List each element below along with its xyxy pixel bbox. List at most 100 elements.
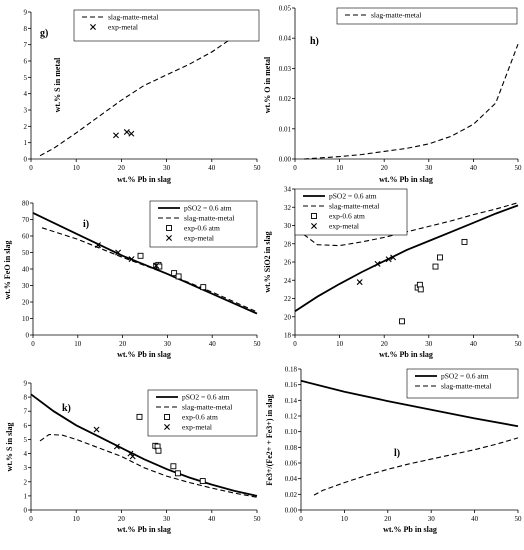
chart-panel-2: 0 10 20 30 40 50 0.00 0.01 0.02 0.03 0.04 0.05 wt.% … [263,5,522,185]
y-tick-label: 0.02 [285,491,298,499]
chart-panel-5: 0 10 20 30 40 50 0 1 2 3 4 5 6 7 8 9 wt.% Pb in slag wt.%… [5,380,261,535]
x-tick-label: 20 [384,515,392,523]
x-tick-label: 30 [425,164,433,172]
y-tick-label: 4 [24,450,28,458]
y-tick-label: 1 [24,139,28,147]
data-point-x [385,256,392,263]
legend-label: pSO2 = 0.6 atm [441,372,489,381]
x-axis-label: wt.% Pb in slag [379,350,433,359]
legend-label: exp-0.6 atm [329,212,365,221]
y-tick-label: 0 [26,332,30,340]
legend-label: exp-0.6 atm [184,224,220,233]
data-point-square [155,447,162,454]
legend-swatch [311,223,317,229]
y-tick-label: 6 [24,422,28,430]
y-tick-label: 0.03 [279,65,292,73]
data-point-square [432,263,439,270]
y-tick-label: 0.12 [285,413,298,421]
y-tick-label: 8 [24,25,28,33]
legend-swatch [311,213,317,219]
x-tick-label: 30 [425,340,433,348]
x-tick-label: 50 [254,515,262,523]
legend-box [406,368,519,399]
legend-label: pSO2 = 0.6 atm [329,192,377,201]
data-point-square [399,318,405,325]
y-tick-label: 18 [284,332,292,340]
legend-swatch [166,235,172,241]
data-point-x [128,130,135,137]
legend-swatch [164,414,170,420]
y-tick-label: 0.08 [285,444,298,452]
legend-label: slag-matte-metal [108,13,158,22]
x-tick-label: 30 [163,515,171,523]
x-tick-label: 10 [73,164,81,172]
y-axis-label: wt.% S in metal [53,57,62,112]
y-tick-label: 10 [22,315,30,323]
y-tick-label: 4 [24,90,28,98]
data-point-square [136,413,143,420]
x-tick-label: 0 [299,515,303,523]
x-tick-label: 20 [119,340,127,348]
data-point-square [461,238,468,245]
legend-swatch [90,24,96,30]
chart-panel-4: 0 10 20 30 40 50 18 20 22 24 26 28 30 32 34 wt.% Pb in … [263,186,522,360]
data-point-x [115,249,122,256]
data-point-x [113,443,120,450]
x-tick-label: 0 [31,340,35,348]
y-tick-label: 50 [22,249,30,257]
x-tick-label: 40 [208,164,216,172]
legend-label: slag-matte-metal [182,403,232,412]
x-tick-label: 50 [254,340,262,348]
x-axis-label: wt.% Pb in slag [117,525,171,534]
x-tick-label: 20 [381,164,389,172]
y-tick-label: 2 [24,123,28,131]
y-tick-label: 0 [24,156,28,164]
y-tick-label: 20 [22,299,30,307]
data-point-square [199,478,206,485]
data-point-x [112,132,119,139]
series-line-1 [39,433,258,498]
data-point-square [174,470,181,477]
y-tick-label: 0.04 [279,35,292,43]
data-point-square [417,286,424,293]
y-tick-label: 0.05 [279,5,292,13]
x-tick-label: 0 [293,164,297,172]
data-point-square [437,254,443,261]
y-tick-label: 0.02 [279,95,292,103]
data-point-x [123,129,130,136]
legend-label: slag-matte-metal [441,382,491,391]
data-point-x [356,279,363,286]
y-tick-label: 2 [24,478,28,486]
x-tick-label: 20 [118,515,126,523]
chart-panel-1: 0 10 20 30 40 50 0 1 2 3 4 5 6 7 8 9 wt.% Pb in slag wt.%… [24,9,262,185]
legend-label: pSO2 = 0.6 atm [182,393,230,402]
series-line-0 [300,379,519,428]
series-line-0 [39,18,258,157]
x-tick-label: 50 [515,164,523,172]
x-tick-label: 30 [164,340,172,348]
y-tick-label: 0 [24,507,28,515]
legend-label: pSO2 = 0.6 atm [184,204,232,213]
y-tick-label: 34 [284,186,292,194]
legend-label: slag-matte-metal [329,202,379,211]
y-tick-label: 7 [24,408,28,416]
x-tick-label: 40 [209,340,217,348]
y-tick-label: 8 [24,394,28,402]
data-point-x [390,254,397,261]
legend-swatch [164,424,170,430]
legend-label: slag-matte-metal [184,214,234,223]
x-tick-label: 10 [336,164,344,172]
x-tick-label: 0 [29,164,33,172]
y-axis-label: wt.% FeO in slag [3,240,12,299]
y-tick-label: 0.10 [285,428,298,436]
y-tick-label: 5 [24,74,28,82]
y-tick-label: 28 [284,240,292,248]
y-tick-label: 9 [24,9,28,17]
data-point-x [374,260,381,267]
y-tick-label: 0.16 [285,381,298,389]
panel-label: g) [40,28,48,39]
y-tick-label: 6 [24,58,28,66]
